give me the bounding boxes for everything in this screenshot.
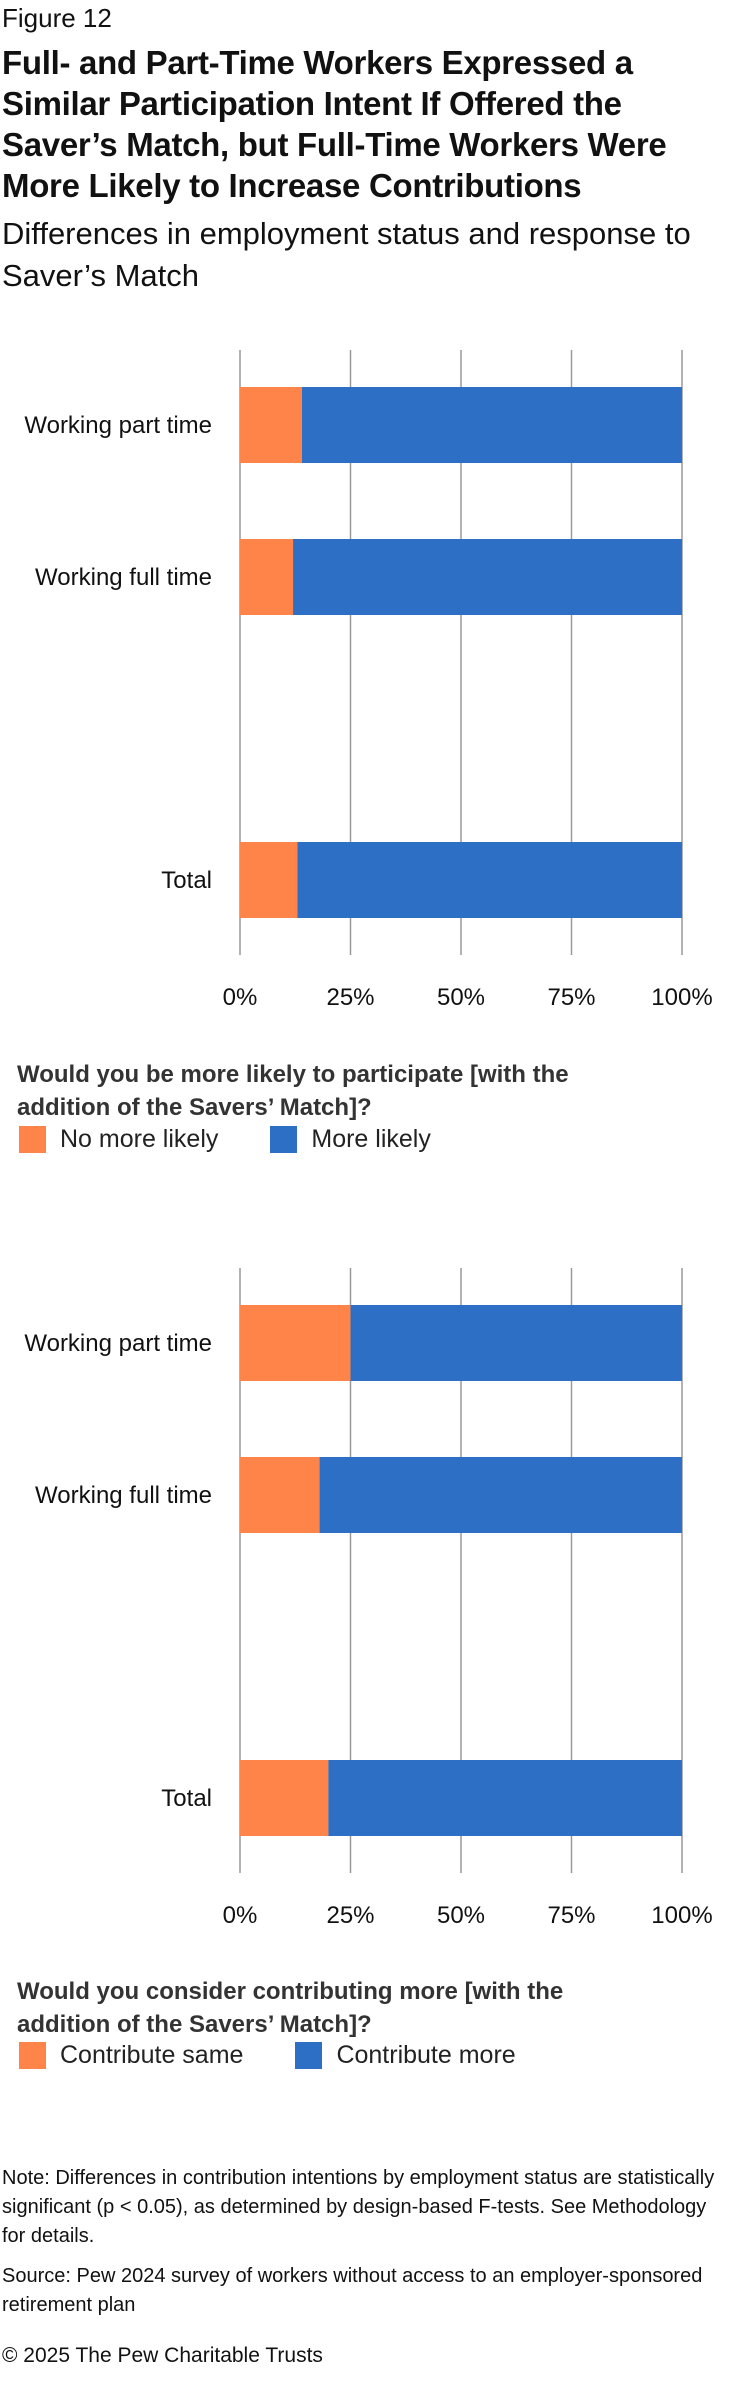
chart-note: Note: Differences in contribution intent… bbox=[2, 2167, 715, 2247]
x-tick-label: 75% bbox=[547, 984, 595, 1011]
legend-item-contribute-more: Contribute more bbox=[295, 2041, 516, 2070]
bar-segment-orange bbox=[240, 539, 294, 615]
bar-segment-blue bbox=[328, 1760, 682, 1836]
chart-source: Source: Pew 2024 survey of workers witho… bbox=[2, 2265, 703, 2316]
x-tick-label: 100% bbox=[651, 1902, 712, 1929]
legend-item-no-more-likely: No more likely bbox=[19, 1125, 218, 1154]
contribution-legend: Contribute same Contribute more bbox=[19, 2041, 568, 2070]
legend-swatch-orange bbox=[19, 1126, 46, 1153]
bar-segment-orange bbox=[240, 1760, 329, 1836]
bar-segment-blue bbox=[293, 539, 682, 615]
bar-segment-blue bbox=[319, 1457, 682, 1533]
figure-label: Figure 12 bbox=[2, 3, 112, 33]
bar-segment-orange bbox=[240, 387, 302, 463]
legend-label: More likely bbox=[311, 1125, 431, 1153]
legend-item-more-likely: More likely bbox=[270, 1125, 431, 1154]
legend-label: Contribute more bbox=[336, 2041, 516, 2069]
category-label: Working part time bbox=[24, 1330, 212, 1357]
legend-swatch-blue bbox=[270, 1126, 298, 1153]
x-tick-label: 50% bbox=[437, 984, 485, 1011]
contribution-chart: 0% 25% 50% 75% 100% Working part time Working … bbox=[24, 1268, 713, 1929]
legend-swatch-blue bbox=[295, 2042, 323, 2069]
x-tick-label: 75% bbox=[547, 1902, 595, 1929]
legend-swatch-orange bbox=[19, 2042, 46, 2069]
bar-segment-orange bbox=[240, 1305, 351, 1381]
chart-subtitle: Differences in employment status and res… bbox=[2, 216, 691, 293]
x-tick-label: 100% bbox=[651, 984, 712, 1011]
x-tick-label: 25% bbox=[326, 1902, 374, 1929]
bar-segment-blue bbox=[350, 1305, 682, 1381]
x-tick-label: 0% bbox=[223, 1902, 258, 1929]
bar-segment-blue bbox=[301, 387, 682, 463]
copyright: © 2025 The Pew Charitable Trusts bbox=[2, 2344, 323, 2367]
chart-title: Full- and Part-Time Workers Expressed a … bbox=[2, 44, 667, 204]
contribution-question: Would you consider contributing more [wi… bbox=[17, 1978, 564, 2038]
x-tick-label: 50% bbox=[437, 1902, 485, 1929]
bar-segment-orange bbox=[240, 842, 298, 918]
category-label: Total bbox=[161, 867, 212, 894]
legend-label: No more likely bbox=[60, 1125, 219, 1153]
category-label: Working part time bbox=[24, 412, 212, 439]
x-tick-label: 0% bbox=[223, 984, 258, 1011]
participation-chart: 0% 25% 50% 75% 100% Working part time Working … bbox=[24, 350, 713, 1011]
participation-legend: No more likely More likely bbox=[19, 1125, 483, 1154]
participation-question: Would you be more likely to participate … bbox=[17, 1061, 569, 1121]
legend-label: Contribute same bbox=[60, 2041, 244, 2069]
x-tick-label: 25% bbox=[326, 984, 374, 1011]
category-label: Working full time bbox=[35, 564, 212, 591]
category-label: Total bbox=[161, 1785, 212, 1812]
bar-segment-orange bbox=[240, 1457, 320, 1533]
bar-segment-blue bbox=[297, 842, 682, 918]
category-label: Working full time bbox=[35, 1482, 212, 1509]
legend-item-contribute-same: Contribute same bbox=[19, 2041, 243, 2070]
